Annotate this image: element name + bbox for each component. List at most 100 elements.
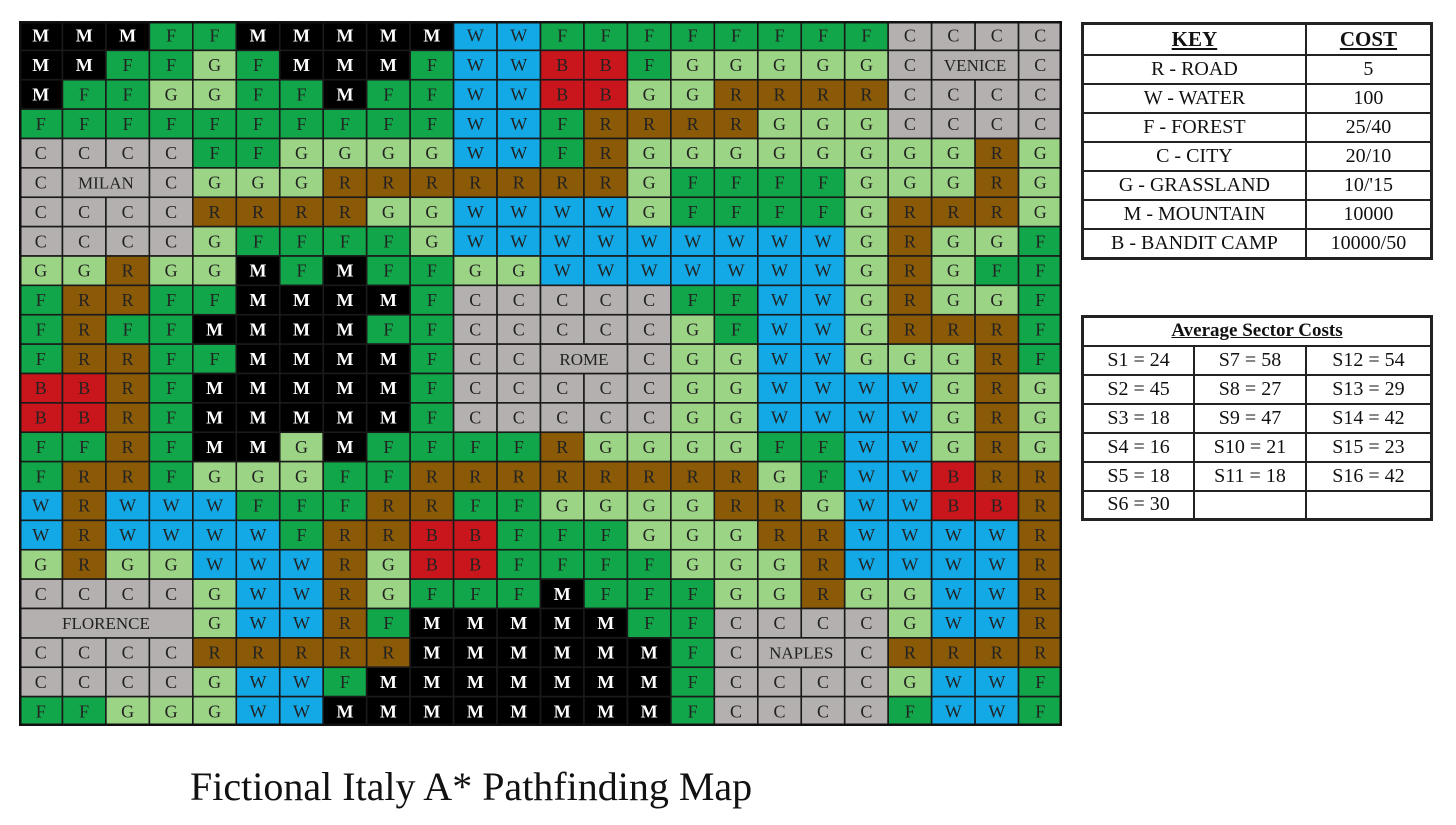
map-cell-letter: M [467, 701, 484, 721]
map-cell [713, 225, 759, 257]
map-cell-letter: M [510, 643, 527, 663]
map-cell-letter: F [644, 613, 654, 633]
key-cost: 25/40 [1304, 112, 1433, 143]
map-cell-letter: C [730, 643, 742, 663]
map-cell [322, 578, 368, 610]
map-cell [192, 578, 238, 610]
map-cell [800, 460, 846, 492]
map-cell [235, 167, 281, 199]
map-cell-letter: W [250, 584, 267, 604]
map-cell-letter: M [119, 26, 136, 46]
map-cell-letter: C [35, 672, 47, 692]
key-label: F - FOREST [1081, 112, 1307, 143]
map-cell-letter: B [35, 378, 47, 398]
map-cell [713, 460, 759, 492]
key-table-header: KEY COST [1081, 22, 1433, 56]
map-cell [278, 255, 325, 287]
map-cell-letter: F [210, 290, 220, 310]
map-cell [974, 137, 1020, 169]
map-cell-letter: F [123, 114, 133, 134]
map-cell-letter: W [945, 584, 962, 604]
map-cell [670, 402, 716, 434]
map-cell-letter: R [774, 496, 786, 516]
map-cell-letter: M [32, 84, 49, 104]
map-cell [887, 637, 933, 669]
map-cell-letter: C [165, 231, 177, 251]
map-cell-letter: G [165, 701, 178, 721]
map-cell-letter: C [556, 319, 568, 339]
map-cell [365, 637, 411, 669]
map-cell-letter: G [990, 290, 1003, 310]
map-cell [322, 21, 368, 52]
map-cell-letter: G [947, 349, 960, 369]
map-cell-letter: C [35, 231, 47, 251]
map-cell-letter: M [336, 701, 353, 721]
map-cell-letter: M [380, 290, 397, 310]
map-cell [713, 343, 759, 375]
map-cell-letter: W [510, 231, 527, 251]
map-cell-letter: C [643, 349, 655, 369]
map-cell [1017, 313, 1062, 345]
map-cell-letter: G [860, 55, 873, 75]
map-cell [148, 490, 194, 522]
map-cell-letter: W [467, 26, 484, 46]
map-cell-letter: M [380, 378, 397, 398]
map-cell [409, 607, 455, 639]
map-cell [322, 490, 368, 522]
map-cell-letter: W [814, 378, 831, 398]
map-cell-letter: F [514, 554, 524, 574]
map-cell-letter: G [860, 290, 873, 310]
map-cell-letter: F [210, 349, 220, 369]
map-cell [800, 548, 846, 580]
map-cell-letter: F [775, 202, 785, 222]
map-cell [496, 519, 542, 551]
map-cell-letter: M [510, 613, 527, 633]
map-cell-letter: F [1035, 319, 1045, 339]
sector-row: S6 = 30 [1081, 489, 1433, 521]
map-cell [1017, 225, 1062, 257]
map-cell-letter: B [947, 466, 959, 486]
map-cell-letter: F [253, 84, 263, 104]
map-cell-letter: C [991, 84, 1003, 104]
map-cell-letter: F [818, 173, 828, 193]
map-cell [800, 284, 846, 316]
map-cell-letter: R [991, 437, 1003, 457]
map-cell [974, 343, 1020, 375]
map-cell-letter: F [644, 554, 654, 574]
map-cell-letter: W [988, 525, 1005, 545]
map-cell [583, 108, 629, 140]
map-cell-letter: M [293, 290, 310, 310]
map-cell-letter: W [901, 408, 918, 428]
map-cell-letter: R [1034, 496, 1046, 516]
map-cell-letter: G [165, 554, 178, 574]
map-cell-letter: G [860, 319, 873, 339]
map-cell-letter: G [903, 613, 916, 633]
map-cell-letter: F [427, 261, 437, 281]
map-cell-letter: F [383, 114, 393, 134]
map-cell-letter: B [556, 55, 568, 75]
map-cell-letter: G [338, 143, 351, 163]
map-cell-letter: G [773, 554, 786, 574]
map-cell [192, 548, 238, 580]
map-cell-letter: G [816, 114, 829, 134]
map-cell-letter: W [250, 554, 267, 574]
map-cell-letter: M [32, 55, 49, 75]
map-cell-letter: M [250, 349, 267, 369]
map-cell-letter: W [467, 231, 484, 251]
map-cell [105, 108, 151, 140]
map-cell-letter: C [469, 349, 481, 369]
map-cell-letter: B [600, 84, 612, 104]
map-cell-letter: M [76, 55, 93, 75]
map-cell-letter: G [425, 143, 438, 163]
map-cell-letter: C [947, 84, 959, 104]
map-cell-letter: M [554, 701, 571, 721]
map-cell-letter: M [641, 701, 658, 721]
map-cell [930, 108, 976, 140]
map-cell-letter: C [165, 643, 177, 663]
map-cell-letter: M [336, 84, 353, 104]
map-cell-letter: R [339, 643, 351, 663]
map-cell-letter: W [771, 378, 788, 398]
map-cell-letter: F [427, 408, 437, 428]
map-cell-letter: R [426, 466, 438, 486]
map-cell-letter: C [556, 408, 568, 428]
